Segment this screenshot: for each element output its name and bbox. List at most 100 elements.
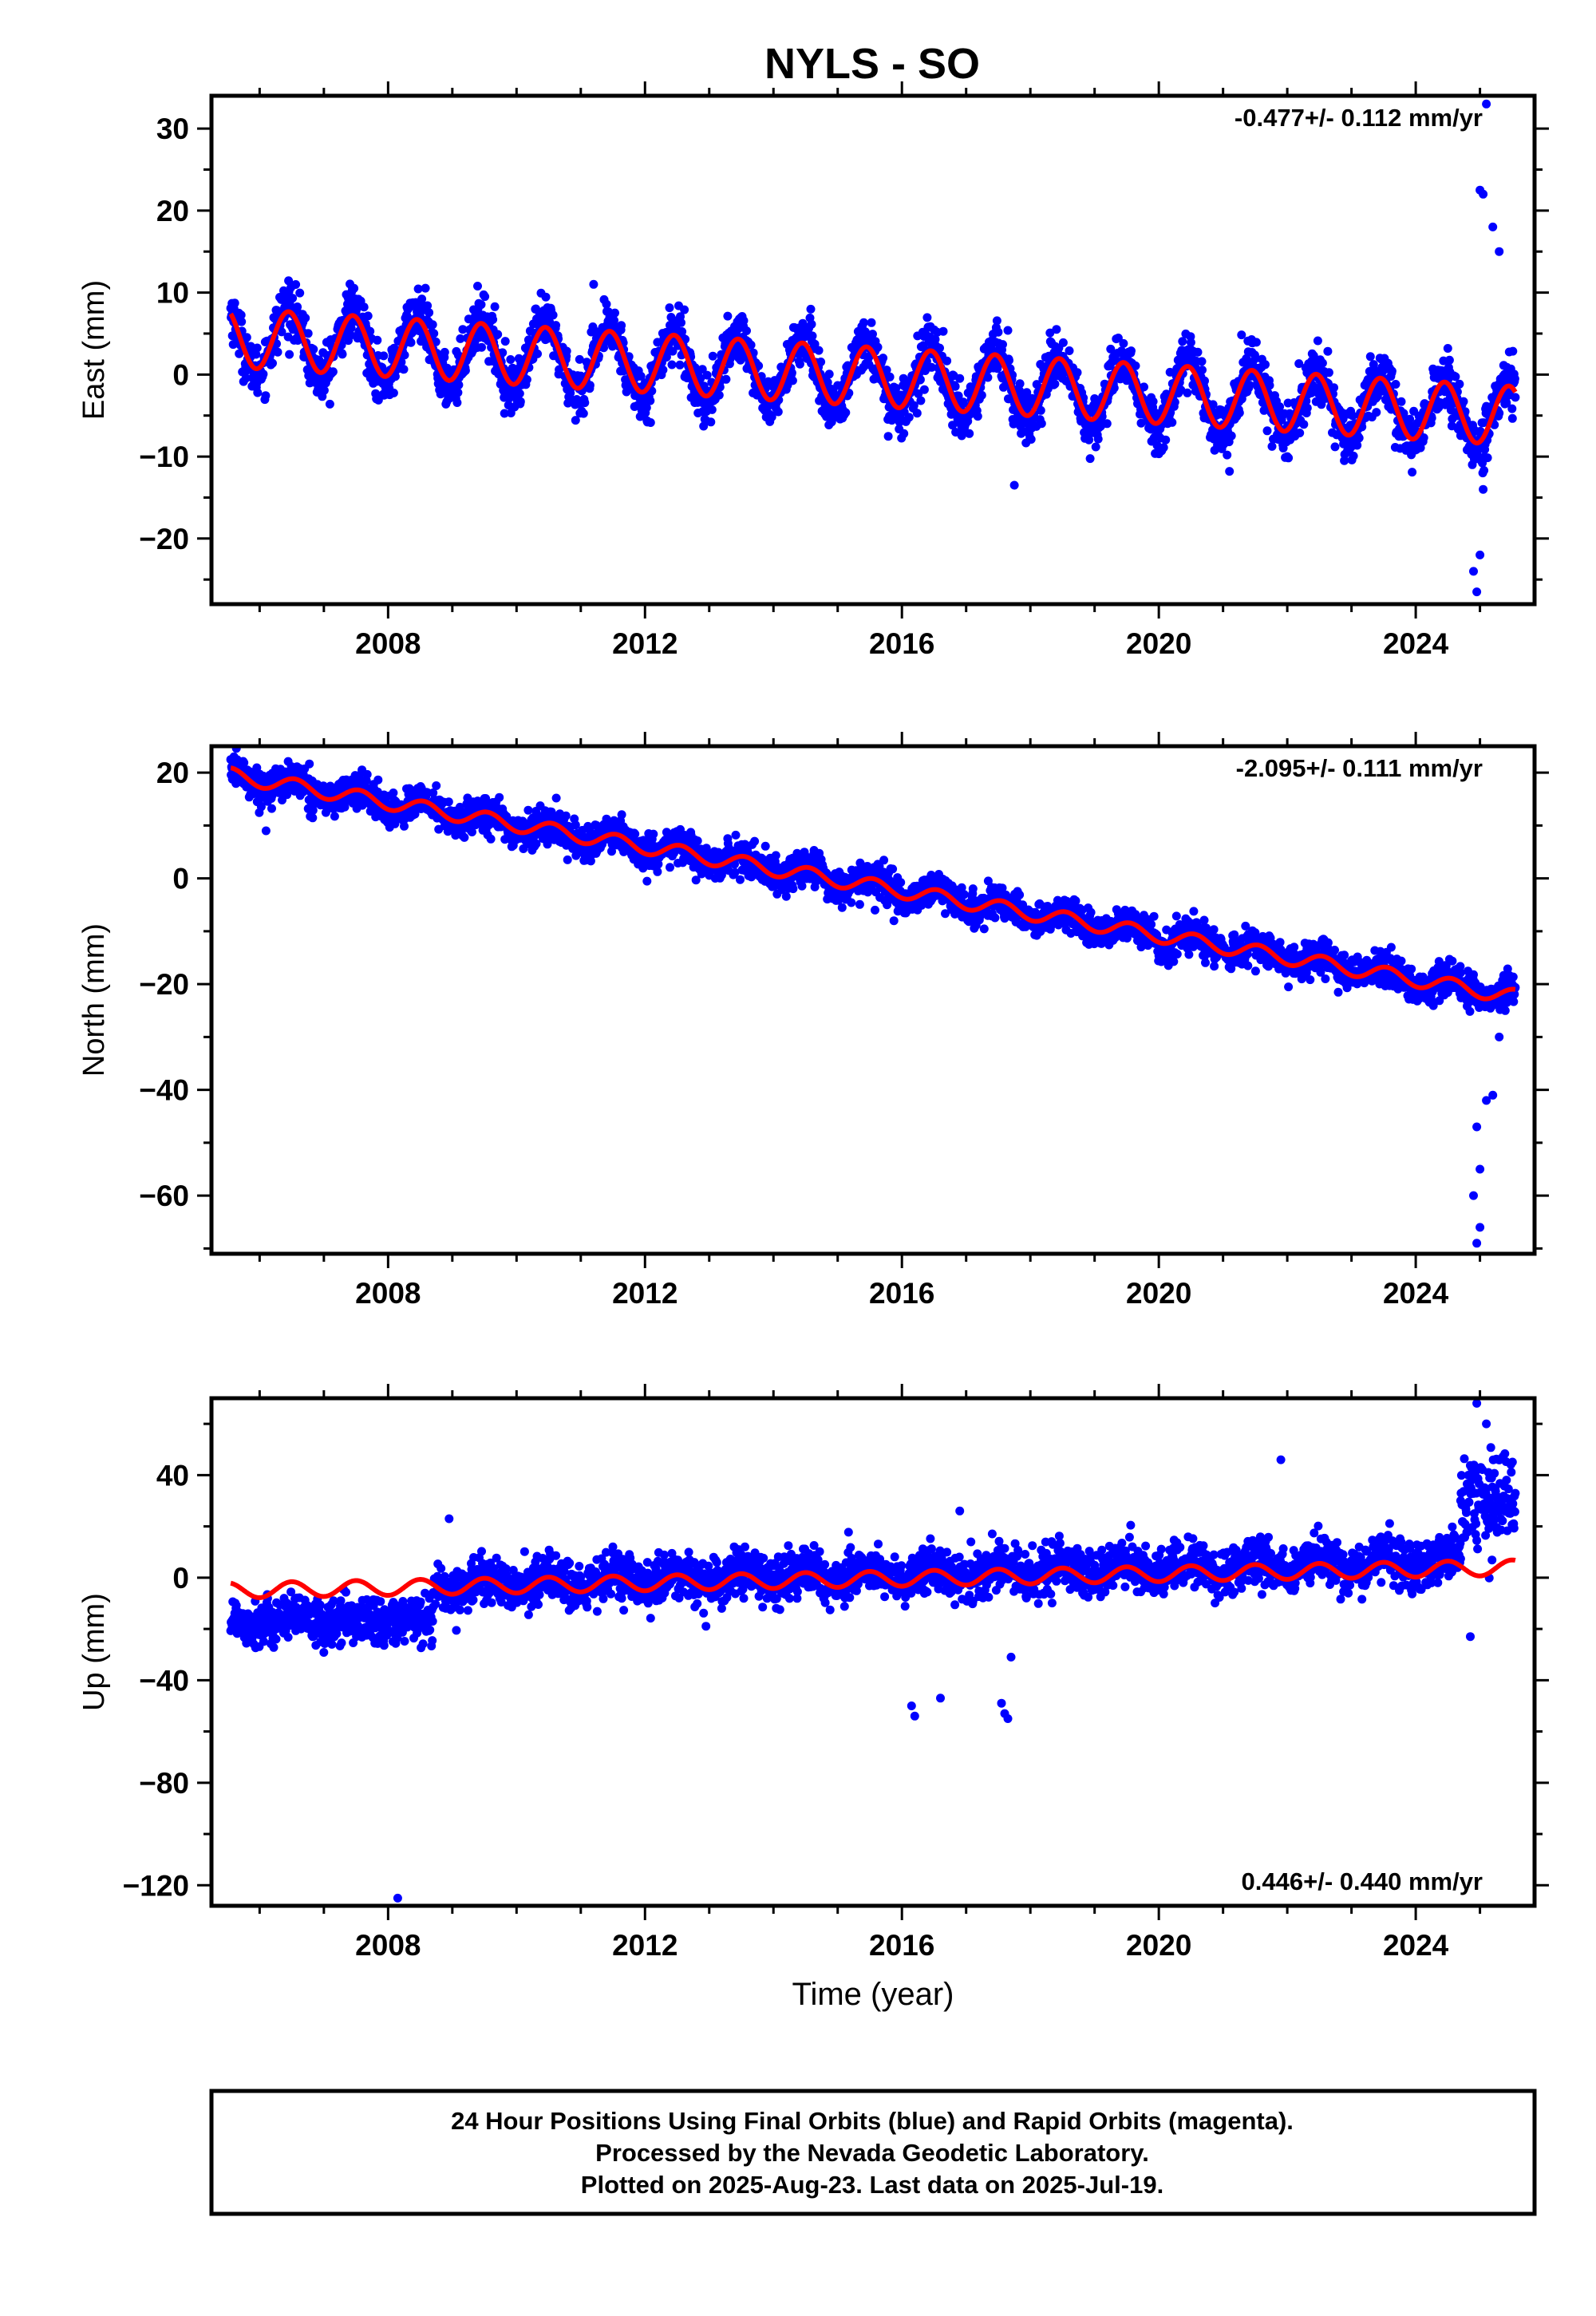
data-point (548, 310, 558, 320)
outlier-point (1479, 484, 1488, 494)
data-point (926, 362, 936, 372)
data-point (1183, 388, 1192, 397)
data-point (1052, 325, 1061, 334)
data-point (350, 283, 359, 293)
data-point (490, 302, 500, 311)
data-point (1026, 435, 1036, 444)
data-point (1119, 338, 1128, 348)
data-point (702, 370, 712, 380)
data-point (1050, 379, 1060, 389)
data-point (400, 821, 409, 831)
data-point (636, 371, 646, 381)
data-point (1178, 337, 1187, 346)
y-tick-label: 10 (156, 277, 189, 310)
data-point (706, 417, 716, 427)
data-point (668, 346, 678, 356)
data-point (1299, 420, 1309, 429)
data-point (867, 318, 876, 327)
data-point (1317, 358, 1327, 368)
data-point (423, 301, 433, 310)
data-point (453, 388, 463, 397)
data-point (1167, 417, 1177, 427)
data-point (1354, 433, 1364, 443)
data-point (646, 396, 655, 405)
data-point (781, 891, 791, 901)
data-point (1511, 393, 1520, 402)
velocity-rate-label: -0.477+/- 0.112 mm/yr (1235, 104, 1483, 132)
data-point (1508, 346, 1518, 356)
data-point (295, 288, 305, 298)
y-axis-label: East (mm) (77, 280, 111, 420)
data-point (658, 366, 668, 374)
y-tick-label: 20 (156, 195, 189, 227)
data-point (955, 373, 965, 383)
data-point (1005, 356, 1013, 366)
data-point (571, 416, 580, 425)
data-point (602, 299, 611, 309)
data-point (1113, 334, 1123, 342)
data-point (912, 409, 922, 418)
data-point (268, 358, 277, 368)
data-point (1479, 466, 1489, 475)
data-point (237, 317, 247, 326)
data-point (551, 321, 561, 330)
data-point (273, 347, 282, 357)
data-point (1084, 435, 1094, 445)
data-point (230, 298, 239, 308)
data-point (680, 305, 689, 314)
y-tick-label: −10 (139, 441, 189, 473)
data-point (649, 829, 658, 839)
data-point (562, 346, 571, 356)
data-point (1391, 380, 1400, 389)
data-point (977, 390, 986, 400)
y-tick-label: 30 (156, 113, 189, 145)
data-point (942, 356, 952, 366)
data-point (373, 775, 383, 785)
data-point (373, 335, 382, 345)
data-point (888, 864, 898, 874)
data-point (859, 318, 868, 327)
data-point (667, 360, 677, 370)
data-point (288, 294, 298, 303)
data-point (1408, 468, 1417, 477)
data-point (922, 313, 932, 322)
data-point (1483, 453, 1492, 463)
data-point (242, 333, 251, 342)
data-point (1091, 442, 1100, 452)
data-point (1058, 338, 1068, 347)
data-point (498, 348, 508, 358)
data-point (476, 300, 486, 310)
data-point (431, 337, 440, 346)
data-point (458, 325, 468, 334)
data-point (413, 284, 423, 294)
data-point (406, 338, 416, 347)
data-point (1032, 380, 1041, 389)
outlier-point (1495, 247, 1504, 256)
data-point (1227, 431, 1236, 441)
data-point (533, 349, 542, 358)
data-point (303, 329, 313, 338)
data-point (1065, 346, 1074, 355)
data-point (575, 354, 584, 364)
data-point (808, 331, 817, 341)
data-point (1284, 453, 1294, 463)
data-point (400, 350, 409, 360)
data-point (973, 412, 982, 421)
data-point (954, 391, 963, 401)
data-point (1159, 443, 1168, 453)
data-point (723, 311, 733, 321)
data-point (721, 374, 731, 384)
data-point (868, 330, 877, 339)
data-point (284, 276, 294, 286)
outlier-point (1479, 189, 1488, 199)
data-point (1329, 383, 1338, 393)
x-tick-label: 2020 (1126, 627, 1191, 660)
data-point (746, 340, 756, 350)
data-point (421, 283, 430, 293)
outlier-point (1009, 480, 1019, 490)
data-point (425, 308, 434, 318)
data-point (379, 351, 389, 361)
data-point (365, 326, 375, 336)
data-point (1251, 338, 1261, 347)
